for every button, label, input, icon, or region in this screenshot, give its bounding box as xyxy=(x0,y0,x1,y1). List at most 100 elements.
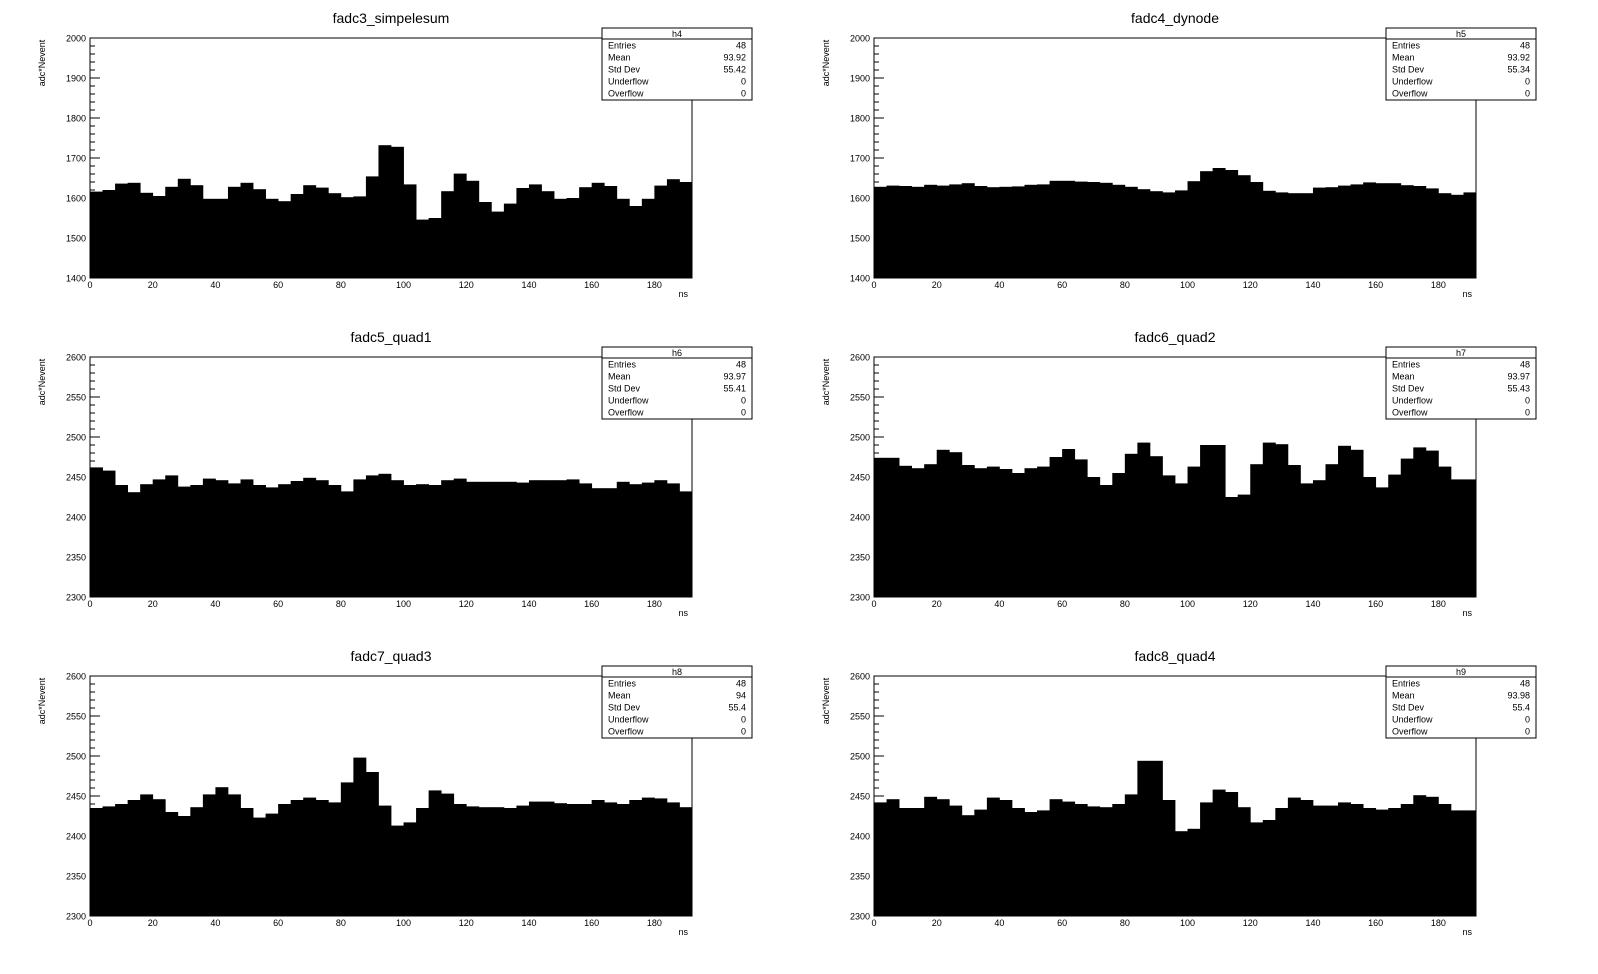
y-tick-label: 2000 xyxy=(850,34,870,44)
stats-value: 0 xyxy=(1525,396,1530,406)
histogram-bar xyxy=(391,146,404,278)
stats-box-name: h6 xyxy=(672,348,682,358)
stats-value: 93.97 xyxy=(1507,372,1530,382)
stats-box-frame xyxy=(1385,665,1537,739)
histogram-bar xyxy=(227,794,241,916)
histogram-bar xyxy=(328,193,342,278)
histogram-bar xyxy=(115,804,129,916)
stats-value: 55.4 xyxy=(1512,703,1530,713)
stats-value: 0 xyxy=(741,408,746,418)
stats-box-name: h9 xyxy=(1456,667,1466,677)
y-tick-label: 2600 xyxy=(850,353,870,363)
y-tick-label: 2300 xyxy=(66,912,86,922)
histogram-bar xyxy=(1275,808,1289,916)
histogram-bar xyxy=(215,787,229,916)
x-tick-label: 40 xyxy=(994,918,1004,928)
histogram-bar xyxy=(679,807,693,916)
histogram-bar xyxy=(961,465,975,597)
stats-label: Mean xyxy=(608,372,631,382)
x-tick-label: 100 xyxy=(1180,599,1195,609)
histogram-bar xyxy=(541,801,555,916)
histogram-bar xyxy=(1363,808,1377,916)
histogram-bar xyxy=(165,186,179,278)
x-tick-label: 60 xyxy=(1057,918,1067,928)
histogram-bar xyxy=(365,475,379,597)
histogram-bar xyxy=(1187,181,1201,278)
x-axis-title: ns xyxy=(678,608,688,618)
histogram-bar xyxy=(911,186,925,278)
x-tick-label: 60 xyxy=(273,280,283,290)
histogram-bar xyxy=(999,800,1013,916)
x-tick-label: 40 xyxy=(994,599,1004,609)
histogram-bar xyxy=(177,486,191,597)
x-tick-label: 100 xyxy=(396,280,411,290)
x-tick-label: 0 xyxy=(871,599,876,609)
y-tick-label: 2500 xyxy=(66,433,86,443)
stats-value: 48 xyxy=(736,41,746,51)
stats-box-name: h5 xyxy=(1456,29,1466,39)
histogram-bar xyxy=(641,797,655,916)
histogram-bar xyxy=(315,187,329,278)
histogram-bar xyxy=(1438,804,1452,916)
stats-box: h9 Entries 48 Mean 93.98 Std Dev 55.4 Underflow… xyxy=(1385,665,1537,739)
histogram-bar xyxy=(466,481,480,597)
histogram-bar xyxy=(911,808,925,916)
histogram-bar xyxy=(629,484,643,597)
histogram-bar xyxy=(899,808,913,916)
histogram-bar xyxy=(303,797,317,916)
x-tick-label: 100 xyxy=(1180,280,1195,290)
histogram-bar xyxy=(290,800,304,916)
histogram-bar xyxy=(961,183,975,278)
histogram-bar xyxy=(1350,804,1364,916)
histogram-bar xyxy=(1225,497,1239,597)
histogram-bar xyxy=(1363,477,1377,597)
y-tick-label: 2550 xyxy=(850,393,870,403)
y-tick-label: 1600 xyxy=(66,194,86,204)
histogram-bar xyxy=(1250,822,1264,916)
histogram-bar xyxy=(1450,479,1464,597)
histogram-panel: fadc7_quad3 2300 2350 2400 2450 2500 2550 2600 0… xyxy=(37,648,753,937)
histogram-bar xyxy=(278,201,292,278)
histogram-bar xyxy=(391,480,404,597)
histogram-bar xyxy=(999,186,1013,278)
histogram-bar xyxy=(554,803,567,916)
stats-label: Mean xyxy=(608,691,631,701)
histogram-bar xyxy=(152,479,166,597)
histogram-bar xyxy=(1062,180,1076,278)
histogram-panel: fadc6_quad2 2300 2350 2400 2450 2500 2550 2600 0… xyxy=(821,329,1537,618)
x-tick-label: 0 xyxy=(87,599,92,609)
histogram-title: fadc4_dynode xyxy=(1131,10,1219,26)
histogram-bar xyxy=(453,478,467,597)
y-tick-label: 2350 xyxy=(66,553,86,563)
y-tick-label: 1500 xyxy=(850,234,870,244)
histogram-bar xyxy=(315,800,329,916)
histogram-bar xyxy=(265,813,279,916)
histogram-bar xyxy=(1087,182,1101,278)
stats-label: Std Dev xyxy=(608,384,641,394)
x-axis-title: ns xyxy=(1462,927,1472,937)
histogram-bar xyxy=(1388,183,1402,278)
histogram-bar xyxy=(378,145,392,278)
histogram-bar xyxy=(127,492,141,597)
histogram-bar xyxy=(1212,445,1226,597)
histogram-bar xyxy=(1400,458,1414,597)
stats-label: Entries xyxy=(608,679,637,689)
stats-label: Mean xyxy=(608,53,631,63)
histogram-panel: fadc5_quad1 2300 2350 2400 2450 2500 2550 2600 0… xyxy=(37,329,753,618)
histogram-bar xyxy=(1162,800,1176,916)
histogram-bar xyxy=(949,452,963,597)
histogram-bar xyxy=(365,772,379,916)
histogram-bar xyxy=(886,799,900,916)
x-tick-label: 140 xyxy=(1305,280,1320,290)
histogram-bar xyxy=(140,794,154,916)
histogram-bar xyxy=(541,191,555,278)
histogram-bar xyxy=(654,480,668,597)
y-tick-label: 2550 xyxy=(66,712,86,722)
stats-value: 0 xyxy=(1525,727,1530,737)
stats-value: 0 xyxy=(741,715,746,725)
histogram-title: fadc5_quad1 xyxy=(351,329,432,345)
y-axis-title: adc*Nevent xyxy=(37,358,47,405)
histogram-title: fadc7_quad3 xyxy=(351,648,432,664)
histogram-bar xyxy=(679,182,693,278)
histogram-bar xyxy=(215,198,229,278)
